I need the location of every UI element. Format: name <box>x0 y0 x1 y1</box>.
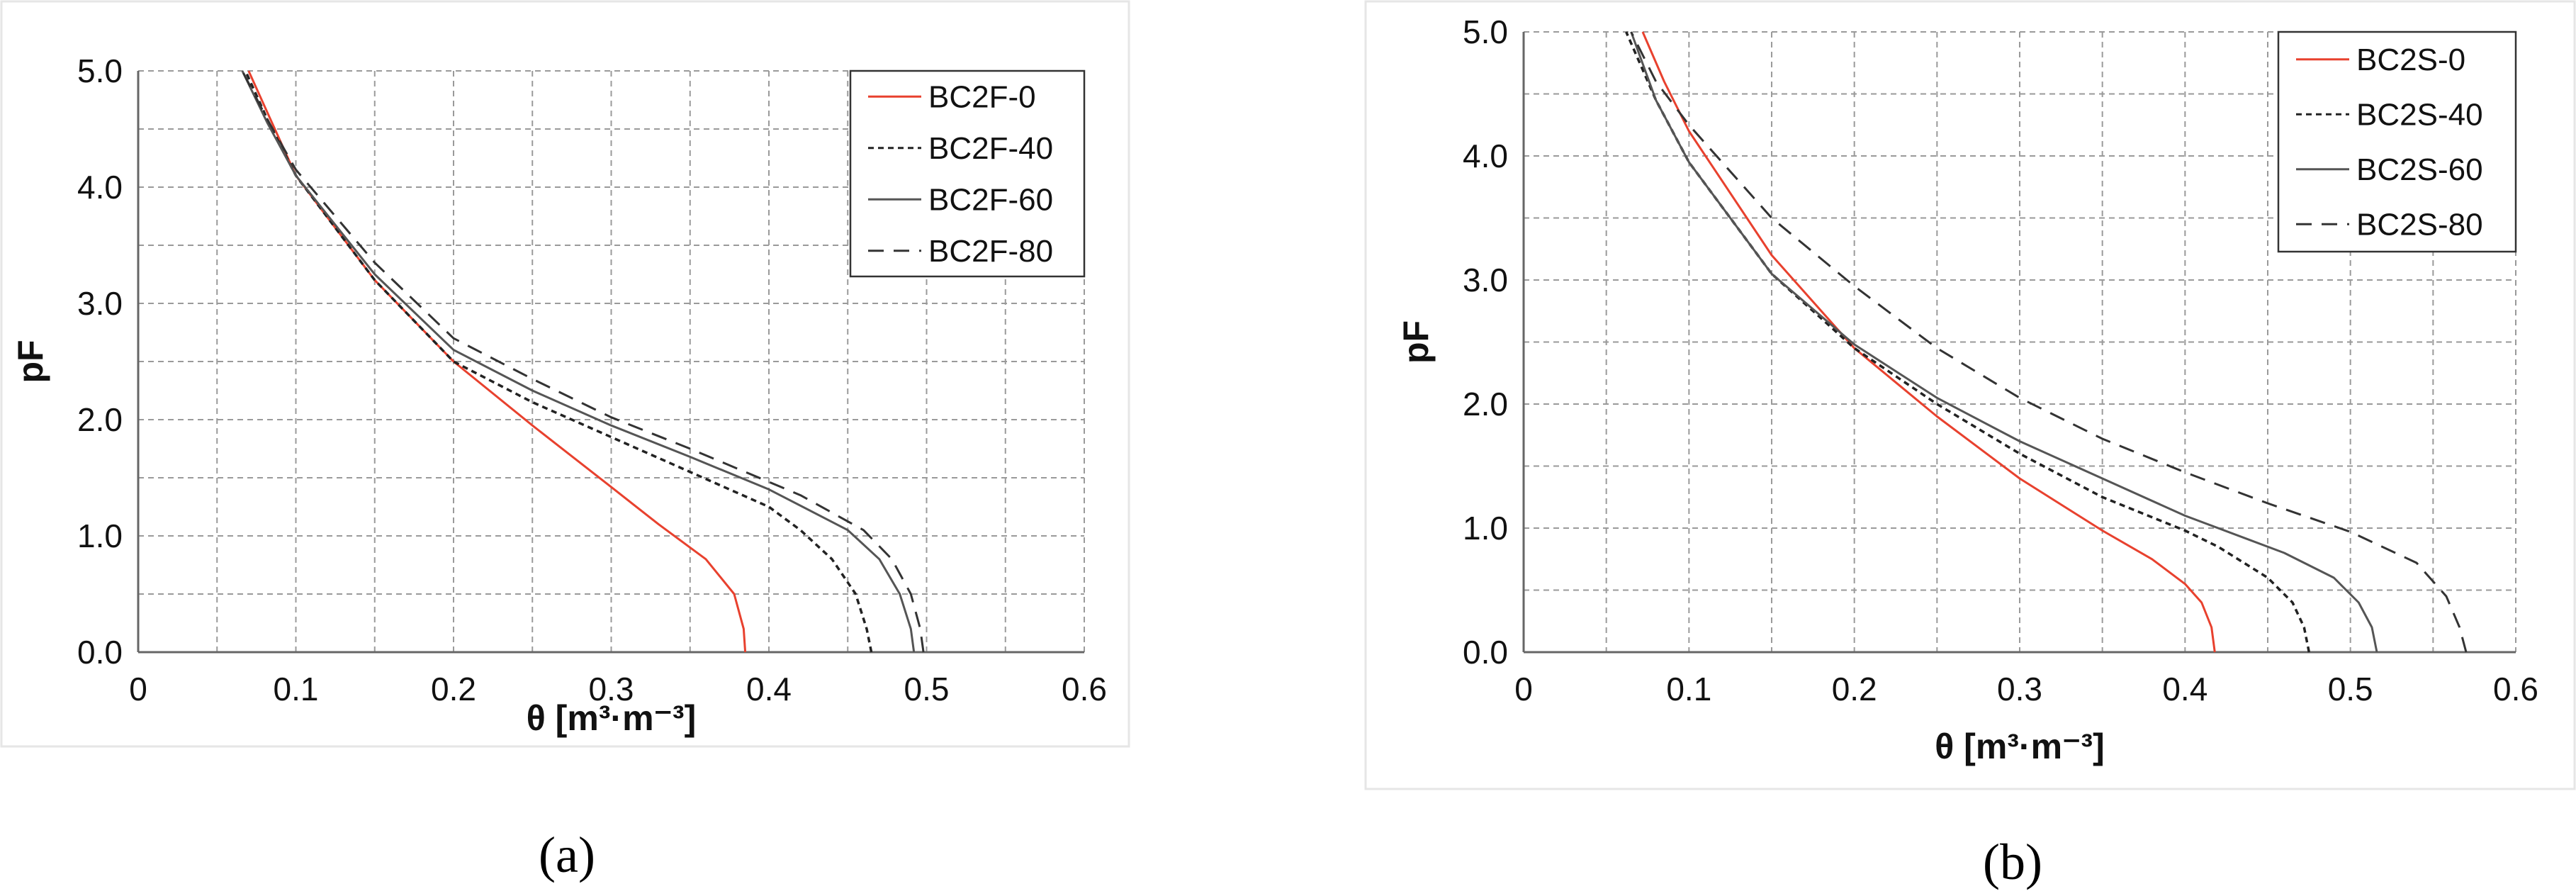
x-tick-label: 0.4 <box>746 671 792 707</box>
gridlines <box>1524 31 2516 652</box>
legend-entry: BC2S-0 <box>2356 43 2465 77</box>
legend-box <box>2277 30 2517 253</box>
y-axis-title: pF <box>1396 320 1436 364</box>
series-line-bc2s-0 <box>1641 31 2216 653</box>
x-axis-title: θ [m³·m⁻³] <box>1935 727 2104 766</box>
legend: BC2S-0 BC2S-40 BC2S-60 BC2S-80 <box>2277 30 2517 253</box>
legend-entry: BC2S-40 <box>2356 97 2483 132</box>
legend-box <box>849 69 1086 278</box>
x-tick-label: 0 <box>129 671 147 707</box>
legend-entry: BC2S-60 <box>2356 152 2483 187</box>
legend-entry: BC2S-80 <box>2356 207 2483 242</box>
chart-panel-a: 0 0.1 0.2 0.3 0.4 0.5 0.6 0.0 1.0 2.0 3.0 4.0 5.0 θ [… <box>0 0 1130 883</box>
x-tick-label: 0.1 <box>274 671 319 707</box>
series-line-bc2f-80 <box>241 70 925 653</box>
legend-entry: BC2F-0 <box>928 79 1036 114</box>
x-tick-label: 0.6 <box>1062 671 1107 707</box>
y-tick-label: 0.0 <box>77 634 123 671</box>
panel-label: (b) <box>1983 834 2042 890</box>
x-tick-label: 0.3 <box>1997 671 2042 707</box>
y-tick-label: 3.0 <box>77 285 123 322</box>
x-axis-title: θ [m³·m⁻³] <box>527 698 696 738</box>
y-axis-title: pF <box>11 340 50 383</box>
x-tick-label: 0.2 <box>1832 671 1877 707</box>
y-tick-label: 5.0 <box>77 52 123 89</box>
series-line-bc2s-80 <box>1630 31 2468 653</box>
legend: BC2F-0 BC2F-40 BC2F-60 BC2F-80 <box>849 69 1086 278</box>
x-tick-label: 0.2 <box>431 671 476 707</box>
y-tick-label: 0.0 <box>1463 634 1508 671</box>
y-tick-label: 2.0 <box>77 401 123 438</box>
x-tick-label: 0.4 <box>2162 671 2207 707</box>
y-tick-label: 4.0 <box>77 169 123 206</box>
x-tick-label: 0 <box>1514 671 1533 707</box>
legend-entry: BC2F-40 <box>928 131 1053 166</box>
x-tick-label: 0.5 <box>904 671 950 707</box>
x-tick-label: 0.3 <box>589 671 634 707</box>
x-tick-label: 0.1 <box>1666 671 1711 707</box>
chart-panel-b: 0 0.1 0.2 0.3 0.4 0.5 0.6 0.0 1.0 2.0 3.0 4.0 5.0 θ [… <box>1364 0 2576 890</box>
legend-entry: BC2F-60 <box>928 182 1053 217</box>
legend-entry: BC2F-80 <box>928 234 1053 269</box>
y-tick-label: 1.0 <box>1463 510 1508 547</box>
y-tick-label: 4.0 <box>1463 138 1508 174</box>
panel-label: (a) <box>539 827 595 883</box>
y-tick-label: 1.0 <box>77 517 123 554</box>
x-tick-label: 0.5 <box>2328 671 2373 707</box>
series-line-bc2s-60 <box>1630 31 2378 653</box>
y-tick-label: 5.0 <box>1463 13 1508 50</box>
series-line-bc2f-60 <box>241 70 916 653</box>
y-tick-label: 2.0 <box>1463 386 1508 422</box>
y-tick-label: 3.0 <box>1463 262 1508 298</box>
x-tick-label: 0.6 <box>2493 671 2538 707</box>
